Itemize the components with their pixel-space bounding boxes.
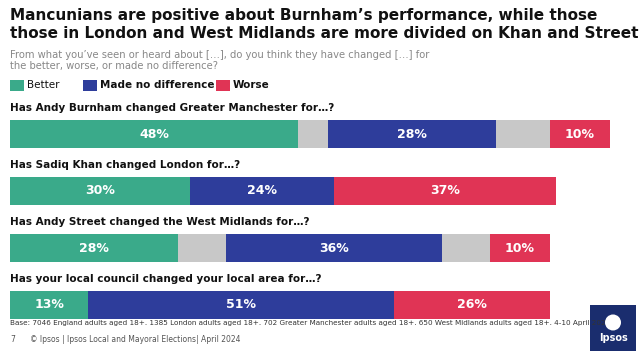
Text: 30%: 30% — [85, 184, 115, 198]
Bar — [83, 80, 97, 91]
Bar — [10, 80, 24, 91]
Bar — [10, 120, 298, 148]
Bar — [216, 80, 230, 91]
Text: Worse: Worse — [233, 81, 269, 90]
Bar — [298, 120, 328, 148]
Text: 24%: 24% — [247, 184, 277, 198]
Text: Better: Better — [27, 81, 60, 90]
Text: 28%: 28% — [397, 127, 427, 140]
Text: 13%: 13% — [34, 298, 64, 311]
Bar — [550, 120, 610, 148]
Text: the better, worse, or made no difference?: the better, worse, or made no difference… — [10, 61, 218, 71]
Text: © Ipsos | Ipsos Local and Mayoral Elections| April 2024: © Ipsos | Ipsos Local and Mayoral Electi… — [30, 335, 241, 344]
Text: Mancunians are positive about Burnham’s performance, while those: Mancunians are positive about Burnham’s … — [10, 8, 597, 23]
Bar — [394, 291, 550, 319]
Bar — [10, 291, 88, 319]
Circle shape — [605, 315, 621, 330]
Bar — [442, 234, 490, 262]
Bar — [226, 234, 442, 262]
Text: Has Andy Burnham changed Greater Manchester for…?: Has Andy Burnham changed Greater Manches… — [10, 103, 334, 113]
Bar — [496, 120, 550, 148]
Text: 26%: 26% — [457, 298, 487, 311]
Bar — [88, 291, 394, 319]
Text: 7: 7 — [10, 335, 15, 344]
Text: 10%: 10% — [505, 242, 535, 255]
Text: 48%: 48% — [139, 127, 169, 140]
Text: Base: 7046 England adults aged 18+. 1385 London adults aged 18+. 702 Greater Man: Base: 7046 England adults aged 18+. 1385… — [10, 320, 612, 326]
Text: those in London and West Midlands are more divided on Khan and Street: those in London and West Midlands are mo… — [10, 26, 639, 41]
Text: Ipsos: Ipsos — [598, 333, 627, 343]
Text: From what you’ve seen or heard about […], do you think they have changed […] for: From what you’ve seen or heard about […]… — [10, 50, 429, 60]
Text: 10%: 10% — [565, 127, 595, 140]
Text: Has Andy Street changed the West Midlands for…?: Has Andy Street changed the West Midland… — [10, 217, 310, 227]
Bar — [10, 234, 178, 262]
Bar — [490, 234, 550, 262]
Bar — [328, 120, 496, 148]
Bar — [190, 177, 334, 205]
Bar — [178, 234, 226, 262]
Bar — [10, 177, 190, 205]
Bar — [334, 177, 556, 205]
Text: Has Sadiq Khan changed London for…?: Has Sadiq Khan changed London for…? — [10, 160, 240, 170]
Bar — [590, 305, 636, 351]
Text: Has your local council changed your local area for…?: Has your local council changed your loca… — [10, 274, 321, 284]
Text: 37%: 37% — [430, 184, 460, 198]
Text: 28%: 28% — [79, 242, 109, 255]
Text: Made no difference: Made no difference — [100, 81, 214, 90]
Text: 36%: 36% — [319, 242, 349, 255]
Text: 51%: 51% — [226, 298, 256, 311]
